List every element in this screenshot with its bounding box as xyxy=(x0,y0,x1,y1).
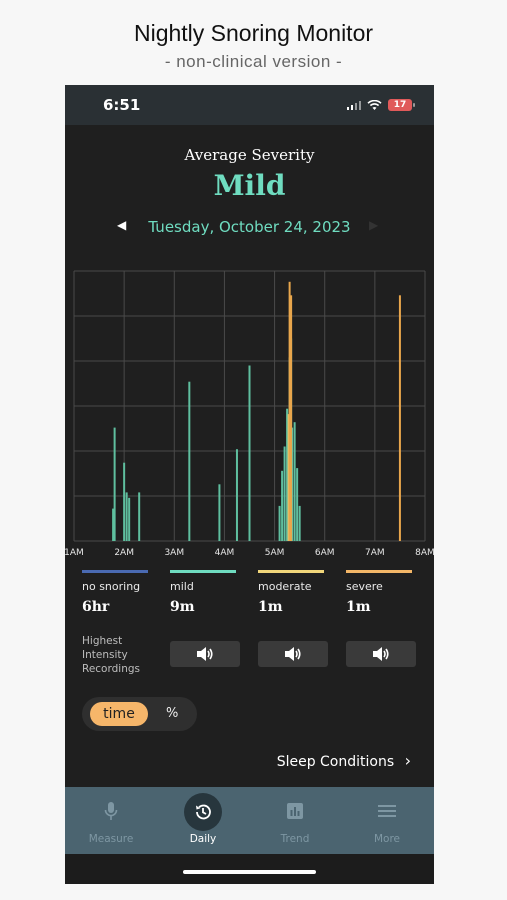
x-tick-label: 2AM xyxy=(114,548,134,558)
legend-value: 6hr xyxy=(82,599,110,615)
current-date: Tuesday, October 24, 2023 xyxy=(148,218,351,236)
chart-bar xyxy=(128,497,131,541)
tab-more[interactable]: More xyxy=(341,787,433,854)
legend-swatch xyxy=(346,570,412,573)
tab-label: More xyxy=(373,833,401,845)
microphone-icon xyxy=(96,796,126,826)
previous-day-button[interactable]: ◀ xyxy=(117,218,127,232)
label-line: Highest xyxy=(82,635,123,647)
x-tick-label: 7AM xyxy=(365,548,385,558)
label-line: Intensity xyxy=(82,649,128,661)
chart-bar xyxy=(283,446,286,541)
tab-label: Measure xyxy=(88,833,134,845)
legend-name: no snoring xyxy=(82,580,141,593)
menu-icon xyxy=(372,796,402,826)
status-time: 6:51 xyxy=(103,96,141,114)
home-indicator xyxy=(183,870,316,874)
time-option[interactable]: time xyxy=(90,702,148,726)
home-indicator-area xyxy=(65,854,434,884)
snoring-chart: 1AM 2AM 3AM 4AM 5AM 6AM 7AM 8AM xyxy=(65,270,434,558)
signal-icon xyxy=(346,100,361,110)
legend-no-snoring: no snoring 6hr xyxy=(82,570,152,615)
chart-bar xyxy=(293,422,296,541)
severity-label: Average Severity xyxy=(184,146,315,164)
x-tick-label: 3AM xyxy=(164,548,184,558)
speaker-icon xyxy=(197,647,213,661)
legend-value: 1m xyxy=(258,599,283,615)
x-tick-label: 5AM xyxy=(265,548,285,558)
legend-severe: severe 1m xyxy=(346,570,416,615)
header-title: Nightly Snoring Monitor xyxy=(133,20,374,46)
chart-bar xyxy=(288,281,291,541)
tab-daily[interactable]: Daily xyxy=(157,787,249,854)
percent-option[interactable]: % xyxy=(166,706,179,721)
speaker-icon xyxy=(285,647,301,661)
highest-intensity-label: Highest Intensity Recordings xyxy=(82,634,140,676)
x-tick-label: 6AM xyxy=(315,548,335,558)
legend-swatch xyxy=(170,570,236,573)
severity-value: Mild xyxy=(213,169,286,202)
tab-label: Daily xyxy=(189,833,217,845)
chart-bar xyxy=(287,414,290,541)
chart-bar xyxy=(291,427,294,541)
chart-bar xyxy=(218,484,221,541)
status-bar: 6:51 17 xyxy=(65,85,434,125)
sleep-conditions-link[interactable]: Sleep Conditions › xyxy=(277,751,411,770)
chart-bar xyxy=(113,427,116,541)
legend-moderate: moderate 1m xyxy=(258,570,328,615)
play-moderate-recording-button[interactable] xyxy=(258,641,328,667)
next-day-button[interactable]: ▶ xyxy=(369,218,379,232)
chart-bar xyxy=(138,492,141,541)
chart-bar xyxy=(125,492,128,541)
chart-bar xyxy=(286,408,289,541)
units-toggle: time % xyxy=(82,697,197,731)
chart-bar xyxy=(281,470,284,541)
chart-bar xyxy=(278,505,281,541)
x-tick-label: 4AM xyxy=(215,548,235,558)
legend-swatch xyxy=(82,570,148,573)
x-tick-label: 8AM xyxy=(415,548,434,558)
severity-legend: no snoring 6hr mild 9m moderate 1m sever… xyxy=(65,570,434,680)
legend-name: mild xyxy=(170,580,194,593)
tab-bar: Measure Daily Trend More xyxy=(65,787,434,854)
label-line: Recordings xyxy=(82,663,140,675)
x-tick-label: 1AM xyxy=(65,548,84,558)
chevron-right-icon: › xyxy=(404,751,411,770)
header-subtitle: - non-clinical version - xyxy=(164,52,343,71)
chart-bar xyxy=(296,468,299,541)
chart-bar xyxy=(298,505,301,541)
chart-bar xyxy=(398,295,401,541)
play-severe-recording-button[interactable] xyxy=(346,641,416,667)
bar-chart-icon xyxy=(280,796,310,826)
legend-mild: mild 9m xyxy=(170,570,240,615)
chart-bar xyxy=(123,462,126,541)
legend-swatch xyxy=(258,570,324,573)
chart-bar xyxy=(235,449,238,541)
phone-screen: 6:51 17 Average Severity Mild ◀ Tuesday,… xyxy=(65,85,434,884)
tab-trend[interactable]: Trend xyxy=(249,787,341,854)
chart-bar xyxy=(112,508,115,541)
chart-bar xyxy=(290,295,293,541)
tab-label: Trend xyxy=(280,833,310,845)
play-mild-recording-button[interactable] xyxy=(170,641,240,667)
date-navigator: ◀ Tuesday, October 24, 2023 ▶ xyxy=(65,218,434,238)
chart-bar xyxy=(188,381,191,541)
legend-name: moderate xyxy=(258,580,312,593)
battery-icon: 17 xyxy=(388,99,415,111)
speaker-icon xyxy=(373,647,389,661)
history-icon xyxy=(184,793,222,831)
legend-name: severe xyxy=(346,580,383,593)
sleep-conditions-label: Sleep Conditions xyxy=(276,754,395,770)
wifi-icon xyxy=(367,99,382,110)
chart-bar xyxy=(248,365,251,541)
legend-value: 9m xyxy=(170,599,195,615)
legend-value: 1m xyxy=(346,599,371,615)
tab-measure[interactable]: Measure xyxy=(65,787,157,854)
